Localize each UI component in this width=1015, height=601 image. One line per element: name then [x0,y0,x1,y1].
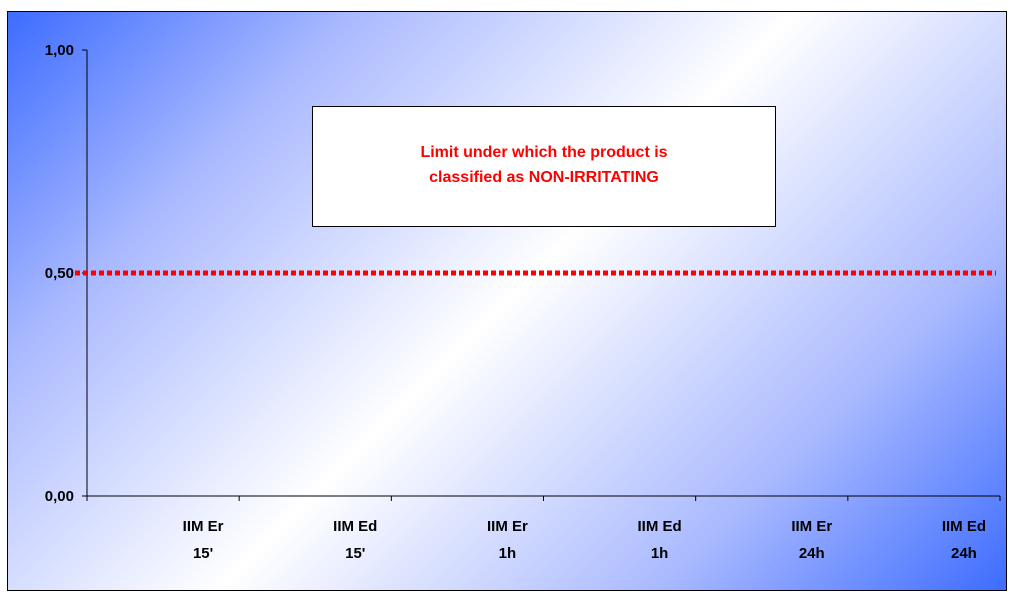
annotation-box: Limit under which the product is classif… [312,106,776,227]
x-tick-label-line: IIM Ed [637,518,681,535]
annotation-text: Limit under which the product is classif… [420,143,668,186]
x-tick-label: IIM Er 1h [487,518,528,562]
x-tick-label: IIM Er 24h [791,518,832,562]
x-tick-label: IIM Ed 15' [333,518,377,562]
x-tick-label-line: 1h [651,545,669,562]
x-tick-label: IIM Ed 1h [637,518,681,562]
x-tick-label-line: IIM Er [487,518,528,535]
x-tick-label-line: IIM Ed [333,518,377,535]
y-tick-label: 0,00 [45,488,74,505]
x-tick-label: IIM Ed 24h [942,518,986,562]
x-tick-label-line: 24h [799,545,825,562]
x-tick-label-line: IIM Ed [942,518,986,535]
y-tick-label: 0,50 [45,265,74,282]
x-tick-label-line: IIM Er [791,518,832,535]
x-tick-label-line: 24h [951,545,977,562]
y-tick-label: 1,00 [45,42,74,59]
x-tick-label-line: IIM Er [183,518,224,535]
x-tick-label: IIM Er 15' [183,518,224,562]
x-tick-label-line: 15' [193,545,213,562]
x-tick-label-line: 15' [345,545,365,562]
x-tick-label-line: 1h [499,545,517,562]
